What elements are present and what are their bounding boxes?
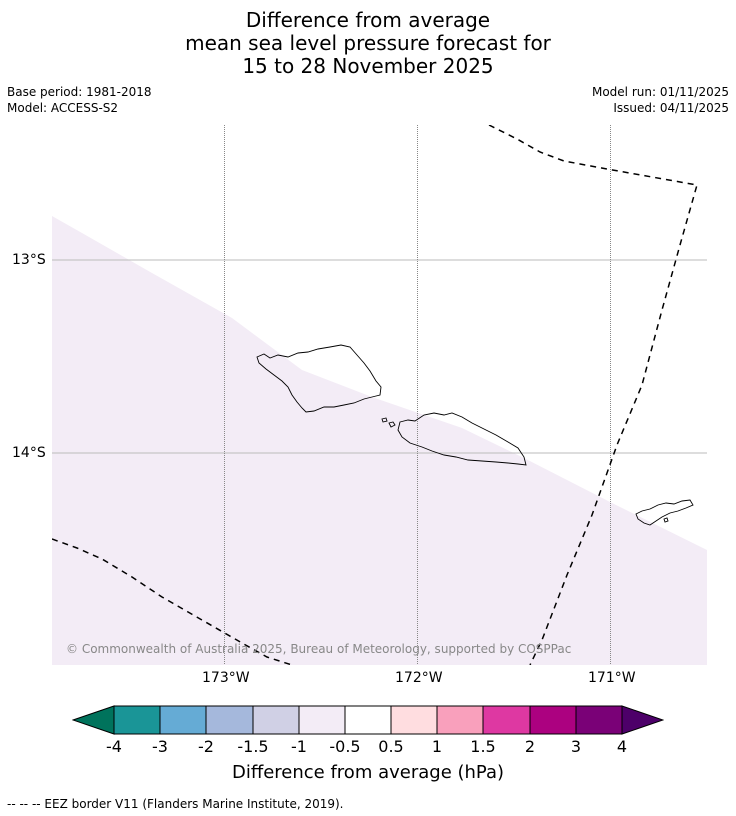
colorbar-tick-label: -2 — [198, 737, 214, 756]
colorbar-tick-label: -4 — [106, 737, 122, 756]
colorbar-extend-low — [72, 705, 115, 735]
anomaly-shading-region — [52, 216, 707, 665]
eez-border-east — [488, 125, 698, 665]
colorbar-bin — [113, 705, 161, 735]
title-line-3: 15 to 28 November 2025 — [242, 54, 494, 78]
model-name: Model: ACCESS-S2 — [7, 101, 119, 115]
colorbar — [72, 705, 664, 735]
colorbar-bin — [482, 705, 531, 735]
colorbar-tick-label: -3 — [152, 737, 168, 756]
colorbar-tick-label: -1.5 — [237, 737, 269, 756]
colorbar-tick-label: -1 — [291, 737, 307, 756]
colorbar-tick-label: 1 — [431, 737, 443, 756]
upolu-island — [397, 412, 527, 466]
eez-border-southwest — [52, 538, 293, 665]
colorbar-bin — [529, 705, 577, 735]
savaii-island — [256, 344, 382, 413]
lat-label-14s: 14°S — [12, 445, 46, 461]
map-copyright: © Commonwealth of Australia 2025, Bureau… — [66, 642, 571, 656]
lon-label-172w: 172°W — [395, 670, 443, 686]
apolima-islet — [388, 421, 396, 428]
map-panel: © Commonwealth of Australia 2025, Bureau… — [52, 125, 707, 665]
issued-date: Issued: 04/11/2025 — [613, 101, 729, 115]
colorbar-title: Difference from average (hPa) — [231, 762, 505, 783]
colorbar-tick-label: 3 — [570, 737, 582, 756]
eez-footnote: -- -- -- EEZ border V11 (Flanders Marine… — [7, 797, 344, 811]
lat-label-13s: 13°S — [12, 252, 46, 268]
colorbar-bin — [436, 705, 484, 735]
lon-label-171w: 171°W — [588, 670, 636, 686]
colorbar-bin — [390, 705, 438, 735]
lon-label-173w: 173°W — [202, 670, 250, 686]
title-line-1: Difference from average — [245, 8, 491, 32]
colorbar-tick-label: 4 — [616, 737, 628, 756]
colorbar-bin — [205, 705, 254, 735]
colorbar-tick-label: -0.5 — [329, 737, 361, 756]
land-outlines — [256, 344, 694, 526]
colorbar-tick-label: 2 — [524, 737, 536, 756]
colorbar-bin — [252, 705, 300, 735]
colorbar-extend-high — [621, 705, 664, 735]
aunuu-islet — [663, 517, 669, 523]
colorbar-bin — [159, 705, 207, 735]
colorbar-tick-label: 1.5 — [470, 737, 496, 756]
title-line-2: mean sea level pressure forecast for — [185, 31, 551, 55]
manono-islet — [381, 417, 388, 423]
colorbar-bin — [298, 705, 346, 735]
tutuila-island — [635, 499, 694, 526]
model-run: Model run: 01/11/2025 — [591, 85, 729, 99]
colorbar-bin — [344, 705, 392, 735]
eez-borders — [52, 125, 698, 665]
base-period: Base period: 1981-2018 — [7, 85, 152, 99]
colorbar-bin — [575, 705, 623, 735]
colorbar-tick-label: 0.5 — [378, 737, 404, 756]
